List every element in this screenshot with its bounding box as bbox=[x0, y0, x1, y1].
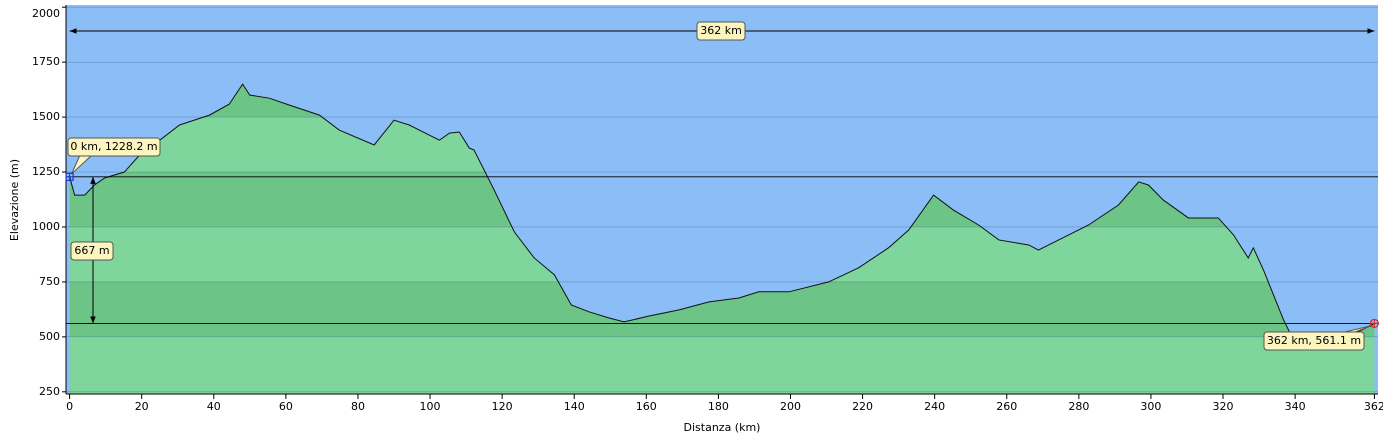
x-tick-label: 180 bbox=[708, 400, 729, 413]
y-tick-label: 1750 bbox=[32, 55, 60, 68]
span-label-box bbox=[696, 21, 746, 41]
start-label-box bbox=[67, 137, 161, 157]
x-tick-label: 260 bbox=[996, 400, 1017, 413]
x-tick-label: 100 bbox=[420, 400, 441, 413]
end-label-box bbox=[1263, 331, 1365, 351]
x-tick-label: 140 bbox=[564, 400, 585, 413]
y-tick-label: 2000 bbox=[32, 7, 60, 20]
y-tick-label: 1500 bbox=[32, 110, 60, 123]
span-label: 362 km bbox=[696, 21, 746, 41]
climb-label-box bbox=[70, 241, 114, 261]
end-marker-cross bbox=[1370, 319, 1379, 328]
x-tick-label: 300 bbox=[1140, 400, 1161, 413]
start-marker-cross bbox=[66, 173, 74, 181]
start-label: 0 km, 1228.2 m bbox=[67, 137, 161, 157]
x-tick-label: 60 bbox=[279, 400, 293, 413]
x-tick-label: 220 bbox=[852, 400, 873, 413]
climb-label: 667 m bbox=[70, 241, 114, 261]
x-tick-label: 240 bbox=[924, 400, 945, 413]
y-tick-label: 500 bbox=[39, 330, 60, 343]
x-tick-label: 40 bbox=[207, 400, 221, 413]
y-tick-label: 1000 bbox=[32, 220, 60, 233]
x-tick-label: 340 bbox=[1285, 400, 1306, 413]
x-tick-label: 320 bbox=[1213, 400, 1234, 413]
x-tick-label: 120 bbox=[492, 400, 513, 413]
start-label-text: 0 km, 1228.2 m bbox=[70, 140, 157, 153]
y-tick-label: 250 bbox=[39, 385, 60, 398]
x-tick-label: 160 bbox=[636, 400, 657, 413]
span-label-text: 362 km bbox=[700, 24, 742, 37]
x-tick-label: 20 bbox=[135, 400, 149, 413]
end-label-text: 362 km, 561.1 m bbox=[1267, 334, 1361, 347]
x-tick-label: 0 bbox=[66, 400, 73, 413]
x-tick-label: 200 bbox=[780, 400, 801, 413]
x-tick-label: 80 bbox=[351, 400, 365, 413]
climb-label-text: 667 m bbox=[74, 244, 109, 257]
y-tick-label: 750 bbox=[39, 275, 60, 288]
elevation-line bbox=[69, 83, 1375, 351]
x-axis-label: Distanza (km) bbox=[684, 421, 761, 434]
x-tick-label: 280 bbox=[1068, 400, 1089, 413]
end-label: 362 km, 561.1 m bbox=[1263, 331, 1365, 351]
y-axis-label: Elevazione (m) bbox=[8, 159, 21, 241]
y-tick-label: 1250 bbox=[32, 165, 60, 178]
x-tick-label: 362 bbox=[1364, 400, 1383, 413]
